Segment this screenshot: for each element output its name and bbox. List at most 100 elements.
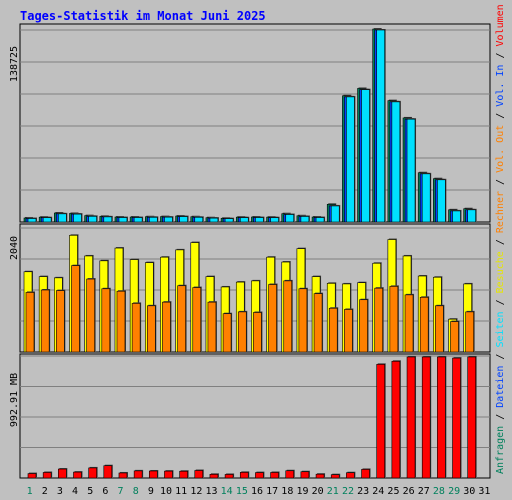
bar-day-30-volumen — [467, 356, 476, 479]
x-tick-label-15: 15 — [236, 486, 248, 497]
x-tick-label-16: 16 — [251, 486, 263, 497]
bar-day-25-rechner — [389, 286, 399, 353]
legend-item-vol-in: Vol. In — [495, 65, 506, 107]
bar-day-6-volumen — [103, 465, 113, 479]
bar-day-29-seiten — [452, 210, 461, 223]
legend-item-vol-out: Vol. Out — [495, 125, 506, 173]
legend-separator: / — [495, 46, 506, 64]
bar-day-10-volumen — [164, 470, 173, 479]
bar-day-22-rechner — [344, 309, 353, 353]
series-seiten — [27, 29, 477, 223]
bar-day-7-rechner — [116, 290, 126, 353]
panel-visits: 2040 — [9, 223, 491, 353]
legend-item-rechner: Rechner — [495, 191, 506, 233]
bar-day-2-rechner — [40, 289, 50, 353]
bar-day-25-volumen — [391, 360, 401, 479]
bar-day-18-volumen — [285, 470, 295, 479]
bar-day-2-seiten — [42, 217, 52, 223]
bar-day-25-seiten — [391, 101, 401, 223]
bar-day-16-rechner — [253, 312, 262, 353]
x-tick-label-19: 19 — [296, 486, 308, 497]
x-tick-label-24: 24 — [372, 486, 384, 497]
legend-separator: / — [495, 173, 506, 191]
x-tick-label-29: 29 — [448, 486, 460, 497]
legend-separator: / — [495, 107, 506, 125]
bar-day-15-seiten — [239, 217, 249, 223]
series-rechner — [25, 264, 475, 353]
bar-day-20-rechner — [313, 293, 323, 353]
chart-title: Tages-Statistik im Monat Juni 2025 — [20, 9, 266, 23]
bar-day-27-volumen — [421, 356, 431, 479]
bar-day-27-seiten — [421, 173, 431, 223]
bar-day-18-seiten — [285, 214, 295, 223]
bar-day-24-seiten — [376, 29, 386, 223]
legend-separator: / — [495, 408, 506, 426]
legend-item-anfragen: Anfragen — [495, 426, 506, 474]
bar-day-13-volumen — [209, 474, 219, 479]
x-axis-day-labels: 1 2 3 4 5 6 7 8 9 10 11 12 13 14 15 16 17 18 19 20 21 22 23 24 2… — [27, 486, 491, 497]
legend-separator: / — [495, 233, 506, 251]
bar-day-29-volumen — [452, 357, 461, 479]
panel-frame — [19, 353, 491, 479]
panel-hits: 138725 — [9, 23, 491, 223]
y-axis-max-label: 2040 — [9, 236, 20, 260]
x-tick-label-12: 12 — [190, 486, 202, 497]
bar-day-24-rechner — [374, 287, 384, 353]
bar-day-4-rechner — [71, 265, 80, 353]
bar-day-12-volumen — [194, 470, 204, 479]
bar-day-17-volumen — [270, 472, 279, 479]
bar-day-14-rechner — [222, 313, 232, 353]
panel-volume: 992.91 MB — [9, 353, 491, 479]
bar-day-9-volumen — [148, 470, 158, 479]
bar-day-13-seiten — [209, 217, 219, 223]
bar-day-19-volumen — [300, 471, 310, 479]
series-volumen — [27, 355, 477, 479]
bar-day-4-seiten — [73, 213, 82, 223]
x-tick-label-4: 4 — [72, 486, 78, 497]
chart-legend: Anfragen / Dateien / Seiten / Besuche / … — [495, 4, 506, 474]
bar-day-20-seiten — [315, 217, 325, 223]
x-tick-label-8: 8 — [133, 486, 139, 497]
bar-day-7-seiten — [118, 217, 128, 223]
bar-day-16-volumen — [255, 472, 264, 479]
bar-day-26-volumen — [406, 356, 416, 479]
bar-day-26-seiten — [406, 118, 416, 223]
bar-day-19-rechner — [298, 288, 308, 353]
x-tick-label-13: 13 — [205, 486, 217, 497]
bar-day-14-seiten — [224, 218, 234, 223]
bar-day-12-rechner — [192, 287, 202, 353]
chart-panels: 138725 2040 992.91 MB — [9, 23, 491, 479]
bar-day-19-seiten — [300, 216, 310, 223]
bar-day-8-volumen — [133, 470, 143, 479]
bar-day-22-seiten — [346, 96, 355, 223]
bar-day-10-rechner — [162, 301, 171, 353]
bar-day-30-seiten — [467, 209, 476, 223]
bar-day-14-volumen — [224, 474, 234, 479]
legend-item-seiten: Seiten — [495, 311, 506, 347]
bar-day-11-rechner — [177, 285, 186, 353]
x-tick-label-6: 6 — [102, 486, 108, 497]
bar-day-1-rechner — [25, 292, 35, 353]
x-tick-label-5: 5 — [87, 486, 93, 497]
x-tick-label-17: 17 — [266, 486, 278, 497]
x-tick-label-18: 18 — [281, 486, 293, 497]
legend-item-volumen: Volumen — [495, 4, 506, 46]
bar-day-5-volumen — [88, 467, 97, 479]
bar-day-3-rechner — [56, 290, 65, 353]
x-tick-label-7: 7 — [118, 486, 124, 497]
x-tick-label-26: 26 — [403, 486, 415, 497]
x-tick-label-27: 27 — [418, 486, 430, 497]
bar-day-7-volumen — [118, 472, 128, 479]
x-tick-label-20: 20 — [312, 486, 324, 497]
bar-day-8-rechner — [131, 303, 141, 353]
x-tick-label-25: 25 — [387, 486, 399, 497]
bar-day-8-seiten — [133, 217, 143, 223]
x-tick-label-23: 23 — [357, 486, 369, 497]
bar-day-2-volumen — [42, 472, 52, 479]
bar-day-22-volumen — [346, 472, 355, 479]
x-tick-label-1: 1 — [27, 486, 33, 497]
bar-day-24-volumen — [376, 364, 386, 479]
bar-day-27-rechner — [419, 296, 429, 353]
legend-separator: / — [495, 293, 506, 311]
x-tick-label-2: 2 — [42, 486, 48, 497]
